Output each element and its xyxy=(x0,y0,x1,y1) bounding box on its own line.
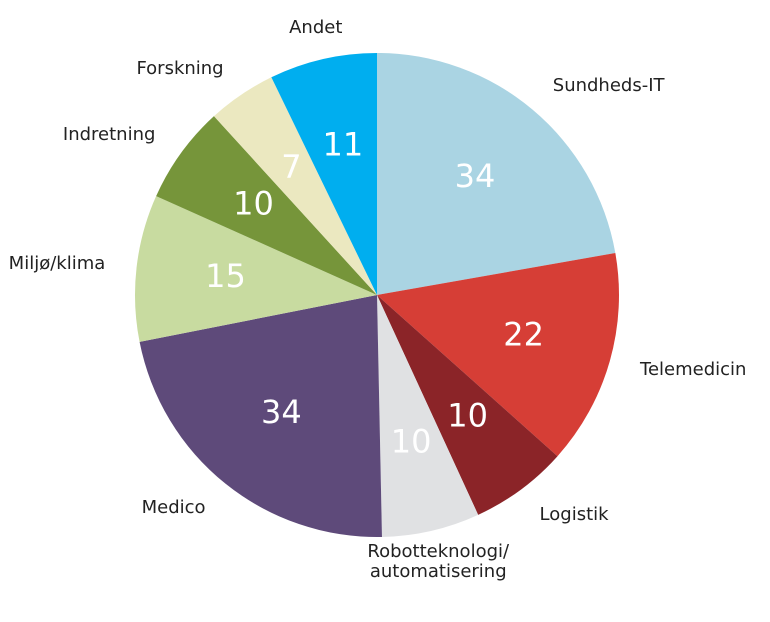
value-label: 34 xyxy=(261,393,302,431)
category-label: Andet xyxy=(289,17,343,39)
category-label: Sundheds-IT xyxy=(552,74,665,96)
value-label: 7 xyxy=(281,148,301,186)
category-label: Forskning xyxy=(136,57,224,79)
category-label: Robotteknologi/ automatisering xyxy=(367,540,510,582)
value-label: 34 xyxy=(455,157,496,195)
value-label: 15 xyxy=(205,257,246,295)
slice xyxy=(139,295,382,537)
category-label: Logistik xyxy=(539,503,609,525)
slice xyxy=(134,196,377,342)
slice xyxy=(377,295,479,537)
value-label: 10 xyxy=(233,185,274,223)
value-label: 11 xyxy=(322,125,363,163)
slice xyxy=(156,116,377,295)
value-label: 22 xyxy=(503,316,544,354)
category-label: Miljø/klima xyxy=(8,253,106,275)
slice xyxy=(377,252,619,457)
value-label: 10 xyxy=(447,397,488,435)
slice xyxy=(213,77,377,295)
slice xyxy=(377,53,616,295)
value-label: 10 xyxy=(391,423,432,461)
category-label: Telemedicin xyxy=(640,358,747,380)
category-label: Indretning xyxy=(62,123,156,145)
slice xyxy=(271,53,377,295)
category-label: Medico xyxy=(141,497,206,519)
slice xyxy=(377,295,558,515)
